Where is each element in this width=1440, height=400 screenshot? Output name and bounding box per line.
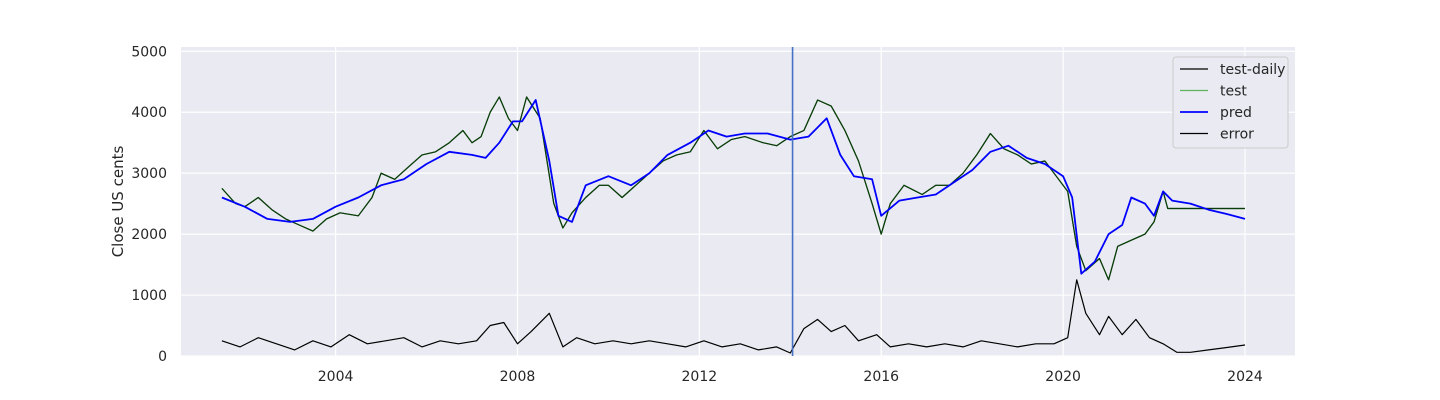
y-tick-label: 4000 [131, 105, 167, 121]
x-tick-label: 2020 [1045, 369, 1081, 385]
y-tick-label: 2000 [131, 227, 167, 243]
legend-label: error [1220, 127, 1254, 143]
legend-label: test-daily [1220, 62, 1285, 78]
series-line-error [221, 279, 1246, 354]
y-axis-label: Close US cents [109, 146, 127, 258]
legend-box [1172, 56, 1289, 149]
y-tick-label: 3000 [131, 166, 167, 182]
x-tick-label: 2004 [318, 369, 354, 385]
plot-area [181, 47, 1295, 356]
series-line-test-daily [221, 96, 1245, 281]
grid-lines [181, 47, 1295, 357]
x-tick-label: 2016 [863, 369, 899, 385]
series-layer [221, 96, 1246, 354]
y-tick-label: 0 [158, 349, 167, 365]
legend: test-daily test pred error [1172, 56, 1289, 149]
y-axis-ticks: 0 1000 2000 3000 4000 5000 [131, 44, 167, 365]
x-tick-label: 2008 [500, 369, 536, 385]
x-axis-ticks: 2004 2008 2012 2016 2020 2024 [318, 369, 1263, 385]
y-tick-label: 5000 [131, 44, 167, 60]
y-tick-label: 1000 [131, 288, 167, 304]
series-line-pred [221, 99, 1246, 275]
x-tick-label: 2024 [1227, 369, 1263, 385]
legend-label: pred [1220, 105, 1252, 121]
legend-label: test [1220, 84, 1247, 100]
x-tick-label: 2012 [682, 369, 718, 385]
